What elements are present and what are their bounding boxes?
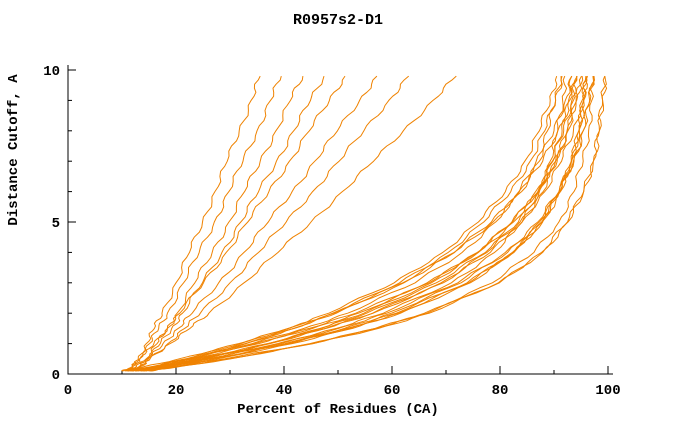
x-tick-label: 100 <box>595 383 620 399</box>
model-curve <box>150 76 595 372</box>
x-tick-label: 60 <box>384 383 401 399</box>
model-curves <box>121 75 608 372</box>
y-tick-label: 0 <box>52 368 60 384</box>
x-tick-label: 80 <box>492 383 509 399</box>
model-curve <box>140 75 608 372</box>
model-curve <box>127 75 261 372</box>
model-curve <box>127 75 583 372</box>
model-curve <box>126 75 282 372</box>
x-tick-label: 0 <box>64 383 72 399</box>
tick-marks <box>67 69 609 375</box>
model-curve <box>132 76 588 372</box>
model-curve <box>121 75 457 372</box>
model-curve <box>137 75 588 372</box>
x-tick-label: 20 <box>168 383 185 399</box>
model-curve <box>125 76 578 372</box>
x-tick-label: 40 <box>276 383 293 399</box>
model-curve <box>127 75 378 372</box>
y-tick-label: 5 <box>52 216 60 232</box>
x-axis-label: Percent of Residues (CA) <box>237 402 439 418</box>
model-curve <box>142 75 587 372</box>
model-curve <box>134 75 573 372</box>
chart-title: R0957s2-D1 <box>293 12 383 29</box>
y-tick-label: 10 <box>43 64 60 80</box>
model-curve <box>140 76 595 372</box>
model-curve <box>132 76 563 372</box>
model-curve <box>151 75 595 372</box>
model-curve <box>132 76 304 372</box>
model-curve <box>148 75 578 372</box>
y-axis-label: Distance Cutoff, A <box>6 74 22 226</box>
model-curve <box>121 75 346 372</box>
model-curve <box>135 75 558 372</box>
tick-labels: 0 20 40 60 80 100 0 5 10 <box>43 64 620 399</box>
